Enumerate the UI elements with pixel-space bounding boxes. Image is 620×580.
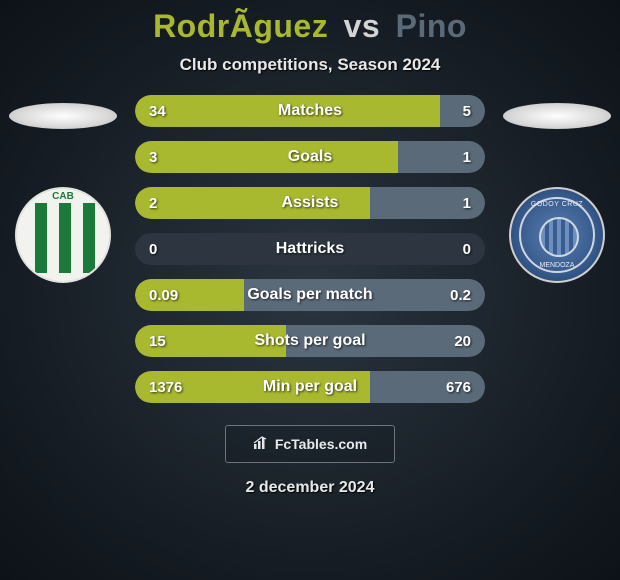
club-left-initials: CAB bbox=[52, 191, 74, 202]
stat-label: Shots per goal bbox=[135, 332, 485, 350]
subtitle: Club competitions, Season 2024 bbox=[180, 55, 441, 75]
player2-ellipse-icon bbox=[503, 103, 611, 129]
right-club-column: GODOY CRUZ MENDOZA bbox=[497, 95, 617, 283]
stripe-icon bbox=[59, 203, 71, 273]
stat-bar: 345Matches bbox=[135, 95, 485, 127]
stat-label: Assists bbox=[135, 194, 485, 212]
comparison-row: CAB 345Matches 31Goals 21Assists 00Hattrick… bbox=[0, 95, 620, 403]
club-badge-left: CAB bbox=[15, 187, 111, 283]
stat-label: Matches bbox=[135, 102, 485, 120]
date-line: 2 december 2024 bbox=[246, 479, 375, 497]
stat-bar: 1376676Min per goal bbox=[135, 371, 485, 403]
stat-bar: 0.090.2Goals per match bbox=[135, 279, 485, 311]
club-badge-right: GODOY CRUZ MENDOZA bbox=[509, 187, 605, 283]
stat-label: Min per goal bbox=[135, 378, 485, 396]
player2-name: Pino bbox=[396, 8, 467, 44]
stat-label: Hattricks bbox=[135, 240, 485, 258]
stripe-icon bbox=[35, 203, 47, 273]
stat-label: Goals bbox=[135, 148, 485, 166]
stat-bar: 1520Shots per goal bbox=[135, 325, 485, 357]
club-right-name-bottom: MENDOZA bbox=[511, 262, 603, 269]
stat-label: Goals per match bbox=[135, 286, 485, 304]
vs-separator: vs bbox=[344, 8, 381, 44]
stat-bar: 21Assists bbox=[135, 187, 485, 219]
player1-ellipse-icon bbox=[9, 103, 117, 129]
stat-bar: 31Goals bbox=[135, 141, 485, 173]
stat-bar: 00Hattricks bbox=[135, 233, 485, 265]
brand-box: FcTables.com bbox=[225, 425, 395, 463]
player1-name: RodrÃ­guez bbox=[153, 8, 328, 44]
page-title: RodrÃ­guez vs Pino bbox=[153, 8, 467, 45]
chart-icon bbox=[253, 436, 269, 453]
stripe-icon bbox=[83, 203, 95, 273]
left-club-column: CAB bbox=[3, 95, 123, 283]
club-right-name-top: GODOY CRUZ bbox=[511, 201, 603, 208]
brand-text: FcTables.com bbox=[275, 436, 367, 452]
stats-column: 345Matches 31Goals 21Assists 00Hattricks 0.0… bbox=[135, 95, 485, 403]
shield-icon bbox=[539, 217, 579, 257]
